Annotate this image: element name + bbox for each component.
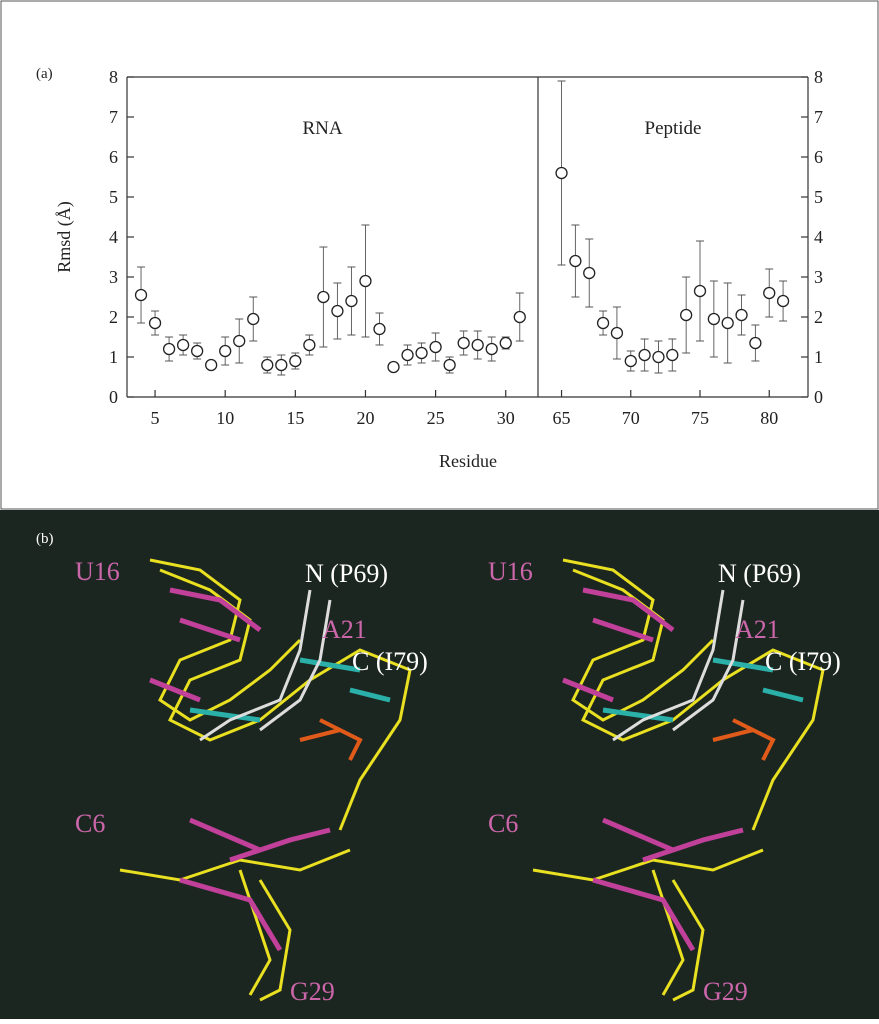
structure-label: A21 (735, 615, 780, 644)
x-tick-label: 15 (286, 408, 304, 428)
y-tick-label: 8 (109, 67, 118, 87)
y-tick-label: 2 (109, 307, 118, 327)
data-point (666, 348, 679, 362)
data-point (735, 308, 748, 322)
data-point (680, 308, 693, 322)
structure-label: C6 (488, 809, 518, 838)
data-point (457, 336, 470, 350)
data-point (555, 166, 568, 180)
x-tick-label: 65 (553, 408, 571, 428)
data-point (610, 326, 624, 340)
data-point (331, 304, 344, 318)
molecule-stereo (119, 558, 823, 1002)
data-point (707, 312, 720, 326)
x-tick-label: 80 (760, 408, 778, 428)
data-point (624, 354, 637, 368)
x-tick-label: 70 (622, 408, 640, 428)
data-point (303, 338, 316, 352)
y-tick-label: 7 (814, 107, 823, 127)
x-tick-label: 20 (356, 408, 374, 428)
data-point (485, 342, 498, 356)
x-tick-label: 10 (216, 408, 234, 428)
data-point (373, 322, 386, 336)
panel-label: (a) (36, 66, 53, 82)
data-point (387, 360, 400, 374)
data-point (205, 358, 218, 372)
data-point (693, 284, 707, 298)
data-point (721, 316, 734, 330)
structure-label: A21 (322, 615, 367, 644)
molecule (119, 558, 412, 1002)
structure-label: G29 (703, 977, 748, 1006)
data-point (233, 334, 246, 348)
panel-a-frame (0, 0, 879, 510)
data-point (569, 254, 582, 268)
data-point (429, 340, 442, 354)
structure-label: N (P69) (718, 559, 801, 588)
data-point (261, 358, 274, 372)
data-point (275, 358, 288, 372)
y-tick-label: 6 (109, 147, 118, 167)
y-tick-label: 4 (814, 227, 823, 247)
structure-label: U16 (75, 557, 120, 586)
y-tick-label: 8 (814, 67, 823, 87)
data-point (190, 344, 204, 358)
data-point (763, 286, 776, 300)
panel-label: (b) (36, 531, 54, 547)
data-point (359, 274, 372, 288)
data-point (596, 316, 610, 330)
panel-b-background (0, 510, 879, 1019)
y-tick-label: 6 (814, 147, 823, 167)
y-tick-label: 7 (109, 107, 118, 127)
data-point (247, 312, 260, 326)
y-tick-label: 1 (109, 347, 118, 367)
y-tick-label: 2 (814, 307, 823, 327)
data-point (134, 288, 148, 302)
y-tick-label: 4 (109, 227, 118, 247)
data-point (499, 336, 512, 350)
data-point (148, 316, 162, 330)
data-point (638, 348, 651, 362)
structure-label: U16 (488, 557, 533, 586)
x-tick-label: 25 (427, 408, 445, 428)
x-tick-label: 75 (691, 408, 709, 428)
data-point (219, 344, 232, 358)
data-point (443, 358, 456, 372)
annotation: Peptide (645, 118, 702, 139)
x-tick-label: 30 (497, 408, 515, 428)
data-point (583, 266, 596, 280)
data-point (176, 338, 190, 352)
y-tick-label: 0 (109, 387, 118, 407)
data-point (162, 342, 176, 356)
data-point (415, 346, 428, 360)
data-point (776, 294, 790, 308)
x-axis-label: Residue (439, 451, 497, 471)
data-point (401, 348, 414, 362)
x-tick-label: 5 (151, 408, 160, 428)
structure-label: C (I79) (765, 647, 841, 676)
y-tick-label: 1 (814, 347, 823, 367)
y-tick-label: 3 (109, 267, 118, 287)
annotation: RNA (302, 118, 342, 139)
y-axis-label: Rmsd (Å) (54, 201, 75, 273)
data-point (317, 290, 330, 304)
y-tick-label: 0 (814, 387, 823, 407)
data-point (471, 338, 484, 352)
data-point (289, 354, 302, 368)
data-point (652, 350, 665, 364)
y-tick-label: 5 (109, 187, 118, 207)
data-point (345, 294, 358, 308)
structure-label: N (P69) (305, 559, 388, 588)
y-tick-label: 3 (814, 267, 823, 287)
data-point (513, 310, 526, 324)
structure-label: C (I79) (352, 647, 428, 676)
structure-label: C6 (75, 809, 105, 838)
data-point (749, 336, 762, 350)
structure-label: G29 (290, 977, 335, 1006)
y-tick-label: 5 (814, 187, 823, 207)
